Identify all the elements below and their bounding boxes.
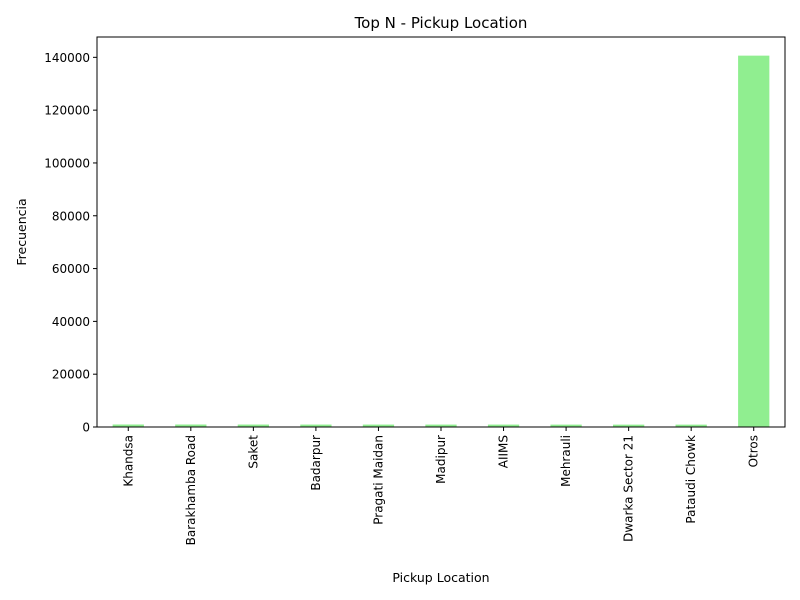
bar-5 [425,424,457,427]
bar-9 [675,424,707,427]
bar-10 [738,55,770,427]
y-tick-label-4: 80000 [52,209,90,223]
x-tick-label-3: Badarpur [309,435,323,491]
x-tick-label-8: Dwarka Sector 21 [622,435,636,542]
x-tick-label-0: Khandsa [121,435,135,487]
x-tick-label-4: Pragati Maidan [371,435,385,525]
bar-6 [487,424,520,427]
bar-0 [112,424,144,427]
x-tick-label-5: Madipur [434,435,448,484]
x-tick-label-2: Saket [246,435,260,469]
x-axis: Khandsa Barakhamba Road Saket Badarpur Praga… [121,427,761,545]
x-tick-label-7: Mehrauli [559,435,573,487]
bar-4 [362,424,395,427]
y-tick-label-2: 40000 [52,315,90,329]
bar-7 [550,424,582,427]
bar-2 [237,424,269,427]
y-tick-label-3: 60000 [52,262,90,276]
bars-group [112,55,770,427]
y-tick-label-5: 100000 [44,156,90,170]
x-tick-label-1: Barakhamba Road [184,435,198,545]
y-tick-label-0: 0 [82,421,90,435]
x-tick-label-10: Otros [747,435,761,467]
y-tick-label-6: 120000 [44,104,90,118]
bar-8 [613,424,645,427]
y-axis: 0 20000 40000 60000 80000 100000 120000 140000 [44,51,97,435]
chart-title: Top N - Pickup Location [354,14,528,32]
x-axis-label: Pickup Location [392,570,489,585]
y-axis-label: Frecuencia [14,198,29,265]
plot-frame [96,36,786,428]
x-tick-label-9: Pataudi Chowk [684,435,698,524]
x-tick-label-6: AIIMS [497,435,511,468]
y-tick-label-7: 140000 [44,51,90,65]
y-tick-label-1: 20000 [52,368,90,382]
bar-1 [175,424,207,427]
bar-3 [300,424,332,427]
